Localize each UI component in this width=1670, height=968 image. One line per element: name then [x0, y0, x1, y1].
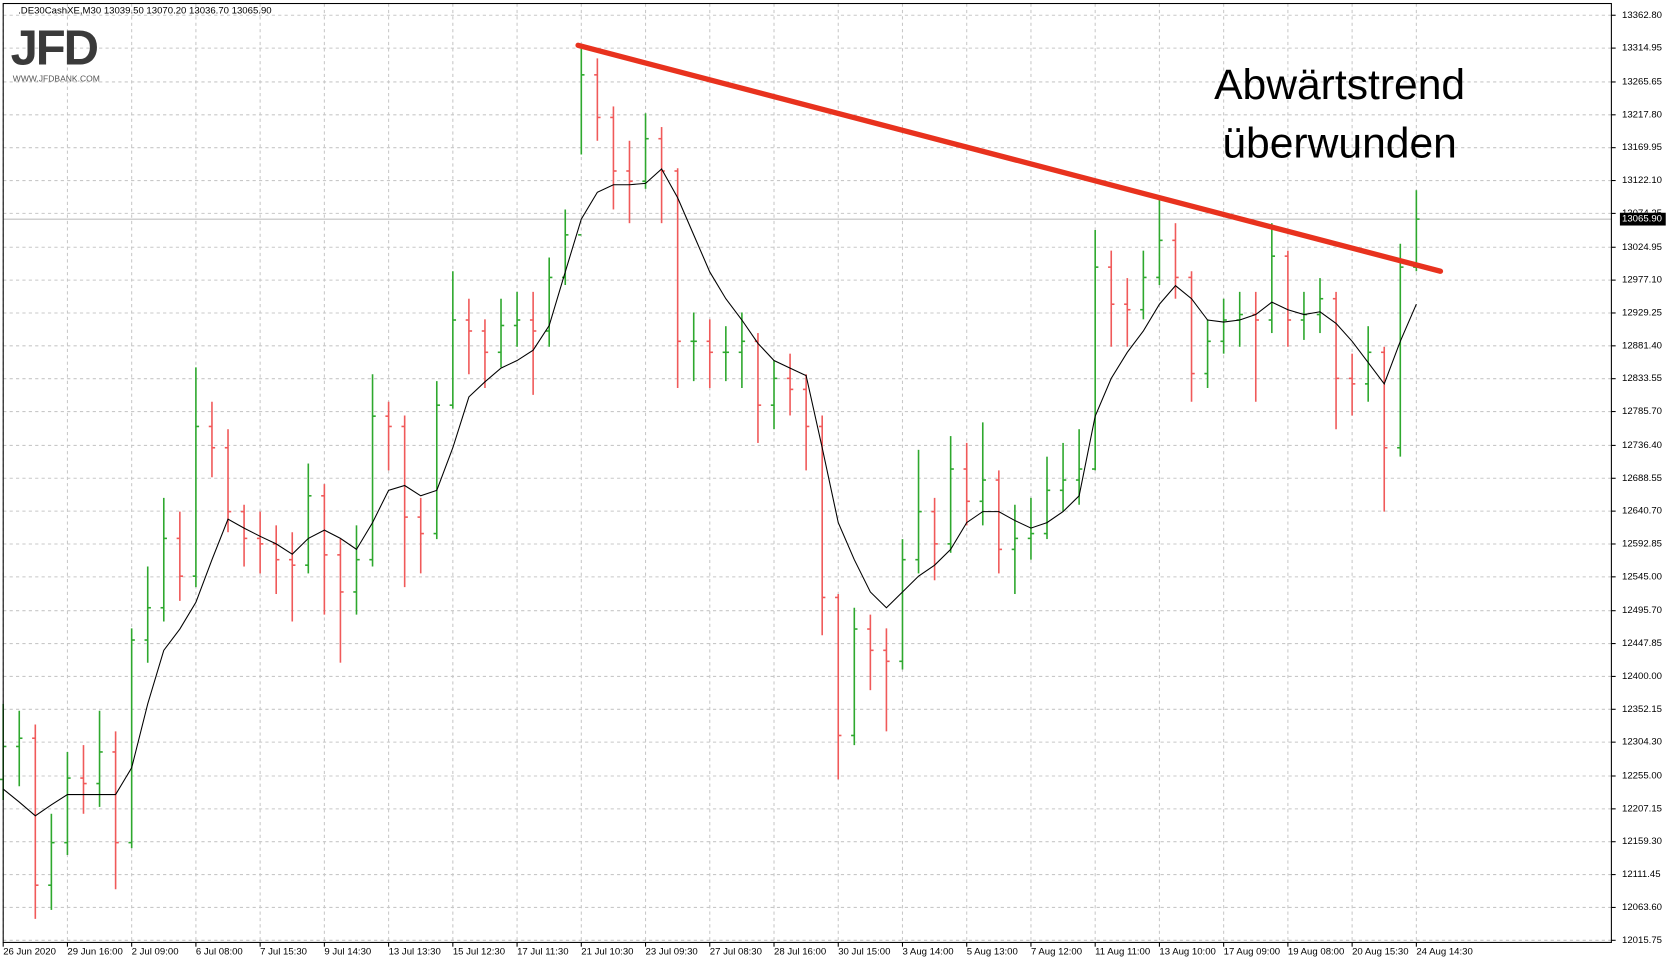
- annotation: überwunden: [1222, 120, 1457, 168]
- x-tick-label: 21 Jul 10:30: [581, 947, 633, 958]
- x-tick-label: 24 Aug 14:30: [1416, 947, 1472, 958]
- y-tick-label: 12495.70: [1622, 605, 1662, 616]
- x-tick-label: 5 Aug 13:00: [967, 947, 1018, 958]
- logo-url: WWW.JFDBANK.COM: [13, 73, 100, 83]
- last-price-label: 13065.90: [1622, 214, 1662, 225]
- y-tick-label: 12207.15: [1622, 803, 1662, 814]
- trendline: [575, 42, 1444, 274]
- last-price-tag: [1619, 212, 1666, 226]
- y-tick-label: 12592.85: [1622, 539, 1662, 550]
- chart-subtitle: .DE30CashXE,M30 13039.50 13070.20 13036.…: [18, 6, 272, 17]
- y-tick-label: 12015.75: [1622, 935, 1662, 946]
- y-tick-label: 12545.00: [1622, 571, 1662, 582]
- y-tick-label: 12977.10: [1622, 275, 1662, 286]
- moving-average: [2, 168, 1417, 817]
- y-tick-label: 13314.95: [1622, 43, 1662, 54]
- y-tick-label: 12736.40: [1622, 440, 1662, 451]
- x-tick-label: 28 Jul 16:00: [774, 947, 826, 958]
- plot-frame: [2, 2, 1612, 943]
- y-tick-label: 12881.40: [1622, 340, 1662, 351]
- x-tick-label: 6 Jul 08:00: [196, 947, 243, 958]
- y-tick-label: 12929.25: [1622, 308, 1662, 319]
- x-tick-label: 7 Jul 15:30: [260, 947, 307, 958]
- x-tick-label: 26 Jun 2020: [3, 947, 56, 958]
- x-tick-label: 15 Jul 12:30: [453, 947, 505, 958]
- x-tick-label: 13 Aug 10:00: [1159, 947, 1215, 958]
- y-tick-label: 12111.45: [1622, 869, 1661, 880]
- y-tick-label: 12688.55: [1622, 473, 1662, 484]
- x-tick-label: 3 Aug 14:00: [902, 947, 953, 958]
- x-tick-label: 30 Jul 15:00: [838, 947, 890, 958]
- logo: JFD: [11, 21, 98, 75]
- y-tick-label: 12159.30: [1622, 836, 1662, 847]
- y-tick-label: 12063.60: [1622, 902, 1662, 913]
- y-tick-label: 12785.70: [1622, 406, 1662, 417]
- x-tick-label: 19 Aug 08:00: [1288, 947, 1344, 958]
- x-tick-label: 27 Jul 08:30: [710, 947, 762, 958]
- y-tick-label: 13217.80: [1622, 109, 1662, 120]
- y-tick-label: 13169.95: [1622, 142, 1662, 153]
- y-tick-label: 13024.95: [1622, 242, 1662, 253]
- y-tick-label: 12447.85: [1622, 638, 1662, 649]
- y-tick-label: 12640.70: [1622, 506, 1662, 517]
- x-tick-label: 9 Jul 14:30: [324, 947, 371, 958]
- x-tick-label: 7 Aug 12:00: [1031, 947, 1082, 958]
- y-tick-label: 13362.80: [1622, 10, 1662, 21]
- x-tick-label: 20 Aug 15:30: [1352, 947, 1408, 958]
- y-tick-label: 12304.30: [1622, 737, 1662, 748]
- x-tick-label: 13 Jul 13:30: [389, 947, 441, 958]
- x-tick-label: 2 Jul 09:00: [132, 947, 179, 958]
- x-tick-label: 11 Aug 11:00: [1095, 947, 1150, 958]
- y-tick-label: 12400.00: [1622, 671, 1662, 682]
- marks: [0, 42, 1444, 919]
- grid: [2, 3, 1612, 943]
- x-tick-label: 29 Jun 16:00: [67, 947, 122, 958]
- y-tick-label: 12833.55: [1622, 373, 1662, 384]
- x-tick-label: 23 Jul 09:30: [646, 947, 698, 958]
- y-tick-label: 12255.00: [1622, 771, 1662, 782]
- y-tick-label: 13265.65: [1622, 76, 1662, 87]
- y-tick-label: 13122.10: [1622, 175, 1662, 186]
- x-tick-label: 17 Jul 11:30: [517, 947, 568, 958]
- y-tick-label: 12352.15: [1622, 704, 1662, 715]
- x-tick-label: 17 Aug 09:00: [1224, 947, 1280, 958]
- annotation: Abwärtstrend: [1214, 61, 1465, 109]
